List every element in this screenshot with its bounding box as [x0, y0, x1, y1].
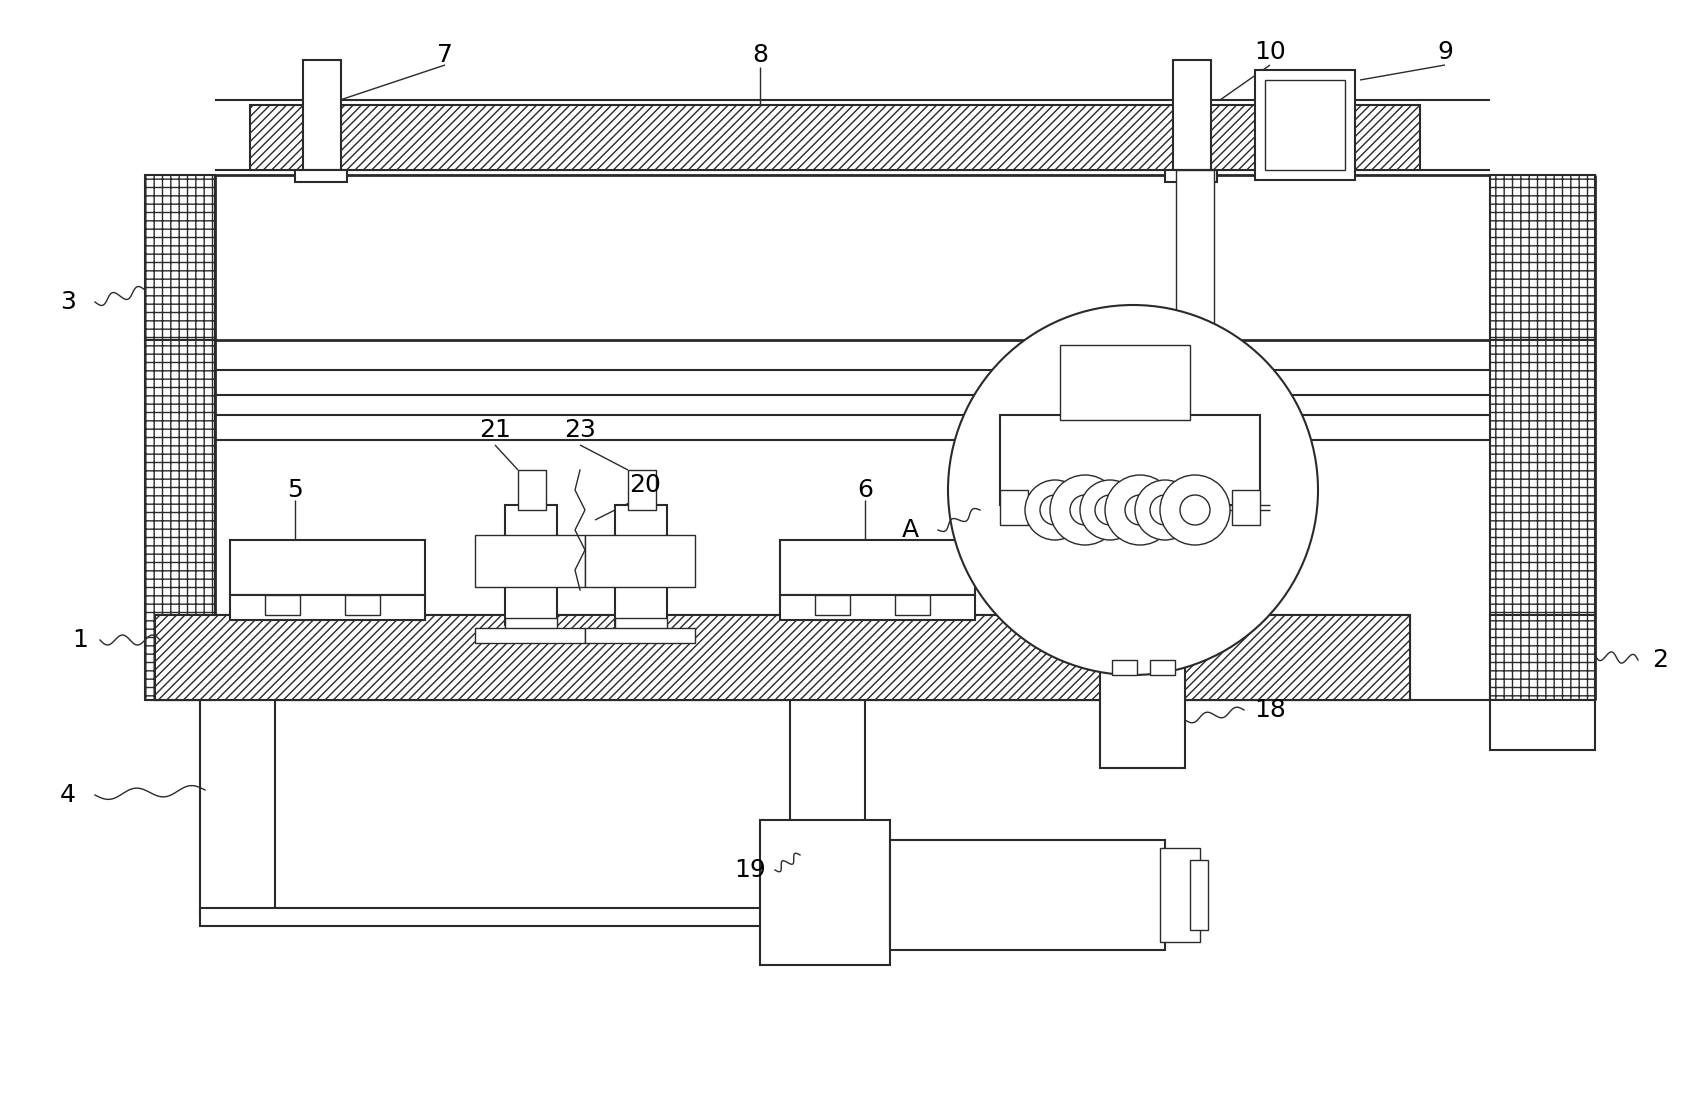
- Bar: [145, 340, 215, 700]
- Text: 19: 19: [733, 858, 766, 882]
- Bar: [155, 615, 1408, 700]
- Bar: [1488, 340, 1594, 700]
- Circle shape: [1040, 495, 1069, 525]
- Bar: [614, 505, 667, 625]
- Bar: [474, 535, 585, 587]
- Bar: [895, 595, 929, 615]
- Text: 21: 21: [479, 418, 510, 442]
- Bar: [199, 700, 275, 915]
- Bar: [1059, 345, 1190, 420]
- Circle shape: [948, 306, 1318, 675]
- Bar: [230, 595, 425, 620]
- Bar: [344, 595, 380, 615]
- Bar: [145, 175, 215, 340]
- Text: A: A: [900, 518, 917, 542]
- Bar: [295, 170, 346, 182]
- Bar: [1488, 615, 1594, 700]
- Bar: [251, 105, 1419, 170]
- Bar: [1488, 175, 1594, 340]
- Bar: [779, 595, 975, 620]
- Circle shape: [1134, 480, 1194, 540]
- Bar: [1255, 69, 1354, 180]
- Bar: [303, 60, 341, 170]
- Text: 1: 1: [72, 628, 89, 652]
- Bar: [1231, 490, 1260, 525]
- Text: 20: 20: [629, 473, 660, 497]
- Circle shape: [1079, 480, 1139, 540]
- Bar: [585, 535, 694, 587]
- Text: 9: 9: [1436, 40, 1453, 64]
- Bar: [815, 595, 849, 615]
- Bar: [789, 700, 864, 915]
- Circle shape: [1095, 495, 1124, 525]
- Text: 7: 7: [436, 43, 452, 67]
- Circle shape: [1180, 495, 1209, 525]
- Text: 18: 18: [1253, 698, 1286, 722]
- Circle shape: [1159, 475, 1229, 545]
- Bar: [1173, 60, 1211, 170]
- Bar: [779, 540, 975, 595]
- Bar: [505, 505, 556, 625]
- Bar: [1175, 170, 1214, 620]
- Circle shape: [1069, 495, 1100, 525]
- Bar: [759, 820, 890, 965]
- Text: 8: 8: [752, 43, 767, 67]
- Text: 23: 23: [564, 418, 595, 442]
- Text: 4: 4: [60, 783, 77, 807]
- Bar: [199, 908, 864, 927]
- Bar: [1149, 660, 1175, 675]
- Bar: [230, 540, 425, 595]
- Bar: [264, 595, 300, 615]
- Bar: [1165, 170, 1216, 182]
- Circle shape: [1049, 475, 1120, 545]
- Text: 6: 6: [856, 478, 873, 502]
- Circle shape: [1149, 495, 1180, 525]
- Bar: [1190, 860, 1207, 930]
- Bar: [1100, 668, 1185, 768]
- Bar: [505, 618, 556, 630]
- Circle shape: [1124, 495, 1154, 525]
- Bar: [890, 840, 1165, 950]
- Bar: [474, 628, 585, 643]
- Text: 10: 10: [1253, 40, 1286, 64]
- Text: 5: 5: [286, 478, 303, 502]
- Bar: [1159, 848, 1199, 942]
- Circle shape: [1025, 480, 1084, 540]
- Circle shape: [1105, 475, 1175, 545]
- Text: 2: 2: [1650, 647, 1667, 672]
- Bar: [627, 470, 656, 510]
- Bar: [614, 618, 667, 630]
- Bar: [1112, 660, 1136, 675]
- Bar: [1265, 81, 1344, 170]
- Bar: [518, 470, 546, 510]
- Text: 3: 3: [60, 290, 77, 314]
- Bar: [999, 415, 1260, 505]
- Bar: [585, 628, 694, 643]
- Bar: [1488, 700, 1594, 750]
- Bar: [999, 490, 1028, 525]
